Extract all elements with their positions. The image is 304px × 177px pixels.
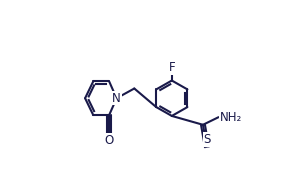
Text: F: F — [168, 61, 175, 74]
Text: N: N — [112, 92, 121, 105]
Text: NH₂: NH₂ — [219, 111, 242, 124]
Text: S: S — [203, 133, 211, 146]
Text: O: O — [105, 134, 114, 147]
